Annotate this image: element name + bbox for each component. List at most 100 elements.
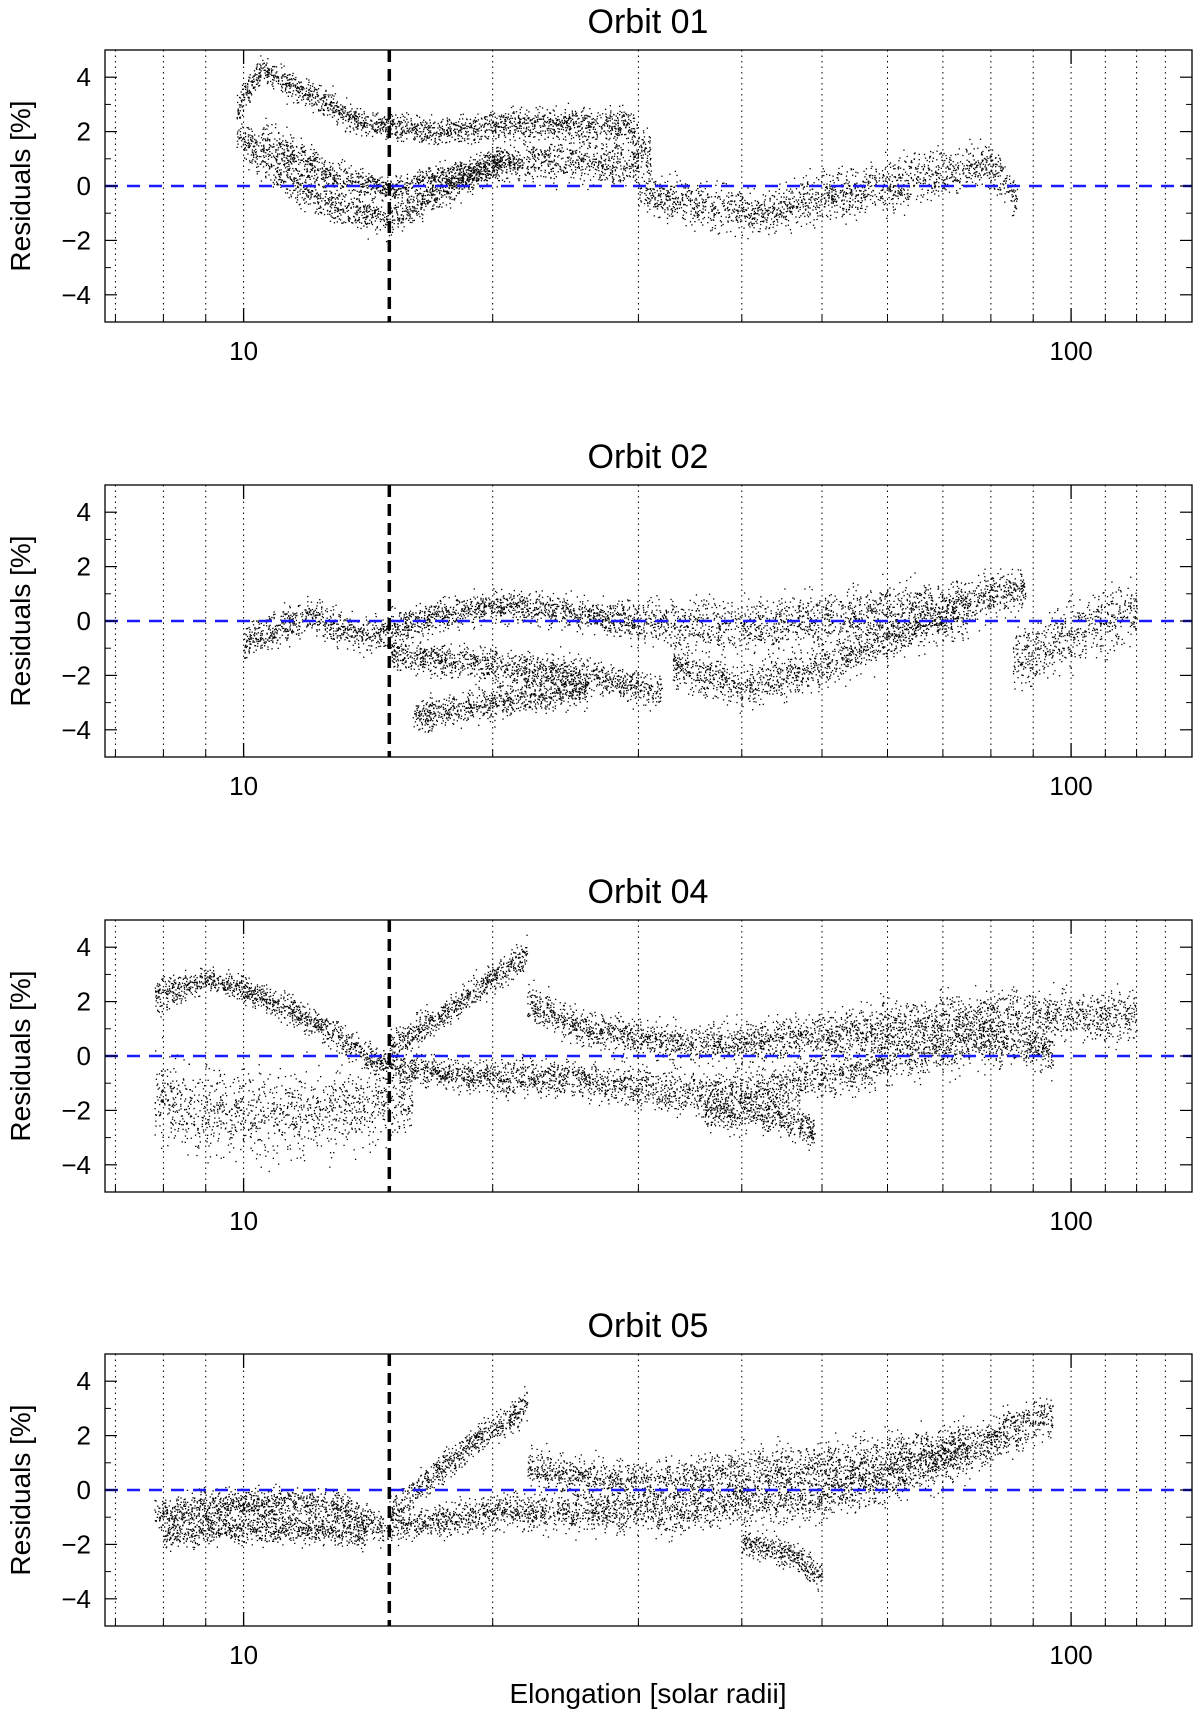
data-point (589, 132, 590, 133)
data-point (470, 123, 471, 124)
data-point (290, 146, 291, 147)
data-point (279, 170, 280, 171)
data-point (297, 156, 298, 157)
data-point (273, 165, 274, 166)
data-point (641, 166, 642, 167)
data-point (468, 179, 469, 180)
data-point (610, 112, 611, 113)
data-point (369, 124, 370, 125)
data-point (290, 86, 291, 87)
data-point (439, 126, 440, 127)
data-point (357, 191, 358, 192)
data-point (507, 118, 508, 119)
data-point (509, 161, 510, 162)
data-point (635, 174, 636, 175)
data-point (349, 168, 350, 169)
data-point (343, 183, 344, 184)
data-point (333, 183, 334, 184)
data-point (283, 182, 284, 183)
data-point (489, 115, 490, 116)
data-point (476, 120, 477, 121)
data-point (271, 70, 272, 71)
data-point (252, 138, 253, 139)
data-point (402, 222, 403, 223)
data-point (434, 141, 435, 142)
data-point (393, 229, 394, 230)
data-point (367, 116, 368, 117)
data-point (330, 167, 331, 168)
data-point (567, 127, 568, 128)
data-point (369, 204, 370, 205)
data-point (289, 92, 290, 93)
data-point (293, 73, 294, 74)
data-point (436, 199, 437, 200)
data-point (542, 130, 543, 131)
data-point (328, 198, 329, 199)
data-point (571, 153, 572, 154)
data-point (561, 114, 562, 115)
data-point (283, 153, 284, 154)
data-point (421, 207, 422, 208)
data-point (285, 84, 286, 85)
data-point (274, 138, 275, 139)
data-point (623, 120, 624, 121)
data-point (484, 169, 485, 170)
data-point (641, 150, 642, 151)
data-point (253, 79, 254, 80)
data-point (529, 159, 530, 160)
data-point (412, 206, 413, 207)
data-point (612, 156, 613, 157)
data-point (508, 133, 509, 134)
data-point (610, 116, 611, 117)
data-point (584, 107, 585, 108)
data-point (504, 162, 505, 163)
data-point (412, 207, 413, 208)
data-point (426, 171, 427, 172)
data-point (408, 202, 409, 203)
data-point (302, 152, 303, 153)
data-point (394, 207, 395, 208)
data-point (638, 165, 639, 166)
data-point (257, 163, 258, 164)
data-point (332, 177, 333, 178)
data-point (612, 150, 613, 151)
data-point (349, 203, 350, 204)
data-point (241, 101, 242, 102)
data-point (292, 168, 293, 169)
data-point (614, 123, 615, 124)
data-point (478, 169, 479, 170)
data-point (388, 121, 389, 122)
data-point (573, 121, 574, 122)
data-point (275, 151, 276, 152)
data-point (276, 66, 277, 67)
data-point (435, 198, 436, 199)
data-point (280, 179, 281, 180)
data-point (628, 119, 629, 120)
data-point (248, 100, 249, 101)
data-point (484, 125, 485, 126)
data-point (484, 180, 485, 181)
data-point (615, 147, 616, 148)
data-point (317, 100, 318, 101)
data-point (535, 167, 536, 168)
data-point (411, 118, 412, 119)
data-point (451, 199, 452, 200)
data-point (476, 177, 477, 178)
data-point (283, 157, 284, 158)
data-point (508, 160, 509, 161)
data-point (420, 182, 421, 183)
data-point (292, 157, 293, 158)
data-point (354, 123, 355, 124)
data-point (326, 103, 327, 104)
data-point (481, 130, 482, 131)
data-point (349, 126, 350, 127)
data-point (271, 157, 272, 158)
data-point (416, 128, 417, 129)
data-point (315, 96, 316, 97)
data-point (518, 122, 519, 123)
data-point (464, 174, 465, 175)
data-point (321, 213, 322, 214)
data-point (407, 194, 408, 195)
data-point (318, 208, 319, 209)
data-point (499, 116, 500, 117)
